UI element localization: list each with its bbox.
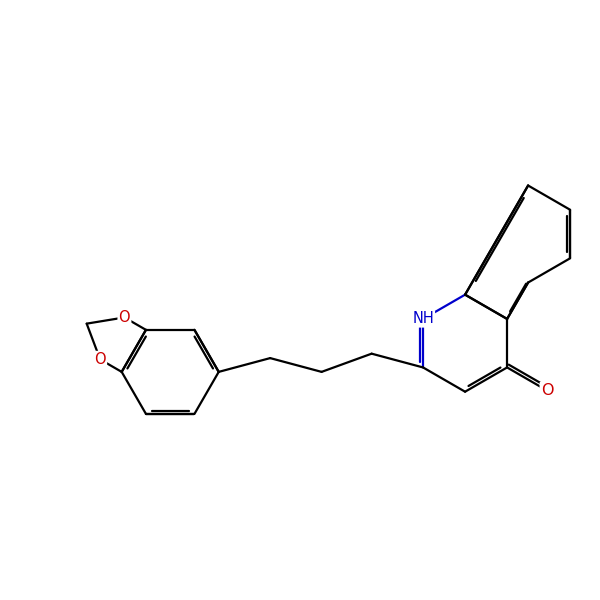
Text: O: O xyxy=(541,383,553,398)
Text: O: O xyxy=(119,310,130,325)
Text: O: O xyxy=(94,352,106,367)
Text: NH: NH xyxy=(412,311,434,326)
